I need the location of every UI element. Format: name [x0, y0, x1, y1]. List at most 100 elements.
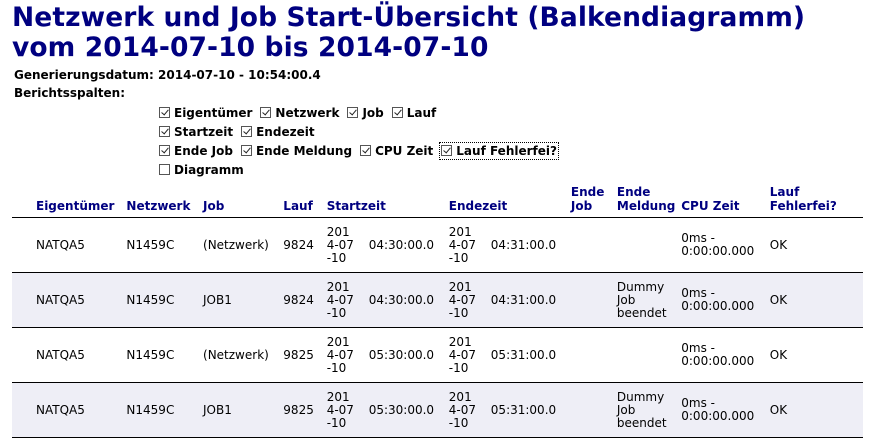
column-option-owner[interactable]: Eigentümer — [159, 106, 252, 120]
table-row: NATQA5 N1459C JOB1 9825 2014-07-10 05:30:… — [12, 382, 863, 438]
cell-end-job — [564, 272, 611, 328]
cell-end-time: 2014-07-10 05:31:00.0 — [442, 327, 565, 383]
column-option-cpu-time[interactable]: CPU Zeit — [360, 144, 433, 158]
checkbox-network[interactable] — [260, 107, 272, 118]
column-option-end-job[interactable]: Ende Job — [159, 144, 233, 158]
cell-job: JOB1 — [197, 272, 278, 328]
table-header-row: Eigentümer Netzwerk Job Lauf Startzeit E… — [12, 183, 863, 218]
column-option-end-time[interactable]: Endezeit — [241, 124, 315, 139]
table-row: NATQA5 N1459C (Netzwerk) 9825 2014-07-10… — [12, 327, 863, 383]
column-option-run-error-free[interactable]: Lauf Fehlerfei? — [439, 141, 559, 160]
cell-job: (Netzwerk) — [197, 217, 278, 273]
column-option-label: Ende Meldung — [255, 143, 353, 158]
start-clock: 05:30:00.0 — [368, 402, 435, 417]
header-run[interactable]: Lauf — [277, 183, 321, 218]
end-message-text: Dummy Job beendet — [616, 389, 667, 430]
cell-end-message: Dummy Job beendet — [610, 272, 676, 328]
cell-run: 9824 — [277, 217, 321, 273]
column-option-end-message[interactable]: Ende Meldung — [240, 143, 353, 158]
cell-end-message: Dummy Job beendet — [610, 382, 676, 438]
cell-end-message — [610, 327, 676, 383]
cell-owner: NATQA5 — [12, 382, 121, 438]
header-end-message-label: Ende Meldung — [616, 185, 676, 213]
checkbox-cpu-time[interactable] — [360, 145, 372, 156]
column-option-run[interactable]: Lauf — [391, 105, 437, 120]
cell-run: 9825 — [277, 382, 321, 438]
start-date: 2014-07-10 — [326, 279, 354, 320]
cell-owner: NATQA5 — [12, 272, 121, 328]
column-option-label: Endezeit — [256, 124, 315, 139]
column-option-diagram[interactable]: Diagramm — [159, 163, 244, 177]
cell-end-time: 2014-07-10 04:31:00.0 — [442, 217, 565, 273]
cell-job: (Netzwerk) — [197, 327, 278, 383]
generation-date: Generierungsdatum: 2014-07-10 - 10:54:00… — [14, 68, 321, 83]
checkbox-owner[interactable] — [159, 107, 170, 118]
cell-owner: NATQA5 — [12, 327, 121, 383]
checkbox-diagram[interactable] — [159, 164, 170, 175]
table-row: NATQA5 N1459C JOB1 9824 2014-07-10 04:30:… — [12, 272, 863, 328]
column-option-label: Diagramm — [174, 162, 244, 177]
header-network[interactable]: Netzwerk — [120, 183, 198, 218]
header-run-error-free[interactable]: Lauf Fehlerfei? — [763, 183, 863, 218]
header-end-message[interactable]: Ende Meldung — [610, 183, 676, 218]
checkbox-run-error-free[interactable] — [441, 145, 453, 156]
cell-network: N1459C — [120, 382, 198, 438]
job-start-table: Eigentümer Netzwerk Job Lauf Startzeit E… — [12, 183, 863, 438]
column-option-label: Startzeit — [174, 124, 234, 139]
header-owner[interactable]: Eigentümer — [12, 183, 121, 218]
column-option-label: CPU Zeit — [375, 143, 434, 158]
end-clock: 04:31:00.0 — [490, 237, 557, 252]
header-end-job-label: Ende Job — [570, 185, 605, 213]
table-row: NATQA5 N1459C (Netzwerk) 9824 2014-07-10… — [12, 217, 863, 273]
end-date: 2014-07-10 — [448, 334, 477, 375]
page-title: Netzwerk und Job Start-Übersicht (Balken… — [12, 2, 806, 63]
end-clock: 04:31:00.0 — [490, 292, 557, 307]
generation-date-value: 2014-07-10 - 10:54:00.4 — [158, 68, 321, 82]
header-end-time[interactable]: Endezeit — [442, 183, 565, 218]
column-option-job[interactable]: Job — [347, 105, 384, 120]
start-clock: 04:30:00.0 — [368, 237, 435, 252]
column-option-label: Ende Job — [174, 143, 233, 158]
cell-end-job — [564, 327, 611, 383]
column-option-label: Netzwerk — [275, 105, 340, 120]
cell-network: N1459C — [120, 217, 198, 273]
column-option-network[interactable]: Netzwerk — [260, 106, 339, 120]
cell-run-error-free: OK — [763, 217, 863, 273]
cell-start-time: 2014-07-10 05:30:00.0 — [320, 382, 443, 438]
column-option-start-time[interactable]: Startzeit — [159, 125, 233, 139]
column-option-label: Lauf — [406, 105, 437, 120]
start-date: 2014-07-10 — [326, 389, 354, 430]
start-date: 2014-07-10 — [326, 224, 354, 265]
cell-end-job — [564, 382, 611, 438]
header-end-job[interactable]: Ende Job — [564, 183, 611, 218]
cell-start-time: 2014-07-10 04:30:00.0 — [320, 272, 443, 328]
column-option-label: Eigentümer — [174, 105, 253, 120]
end-date: 2014-07-10 — [448, 389, 477, 430]
cell-network: N1459C — [120, 327, 198, 383]
checkbox-job[interactable] — [347, 107, 359, 118]
column-option-label: Lauf Fehlerfei? — [456, 143, 557, 158]
cell-end-message — [610, 217, 676, 273]
generation-date-label: Generierungsdatum: — [14, 68, 154, 82]
header-start-time[interactable]: Startzeit — [320, 183, 443, 218]
checkbox-start-time[interactable] — [159, 126, 170, 137]
header-job[interactable]: Job — [197, 183, 278, 218]
checkbox-run[interactable] — [391, 107, 403, 118]
column-option-label: Job — [362, 105, 384, 120]
column-selector: Eigentümer Netzwerk Job Lauf Startzeit E… — [159, 103, 565, 179]
checkbox-end-time[interactable] — [241, 126, 253, 137]
cell-run-error-free: OK — [763, 272, 863, 328]
cell-start-time: 2014-07-10 05:30:00.0 — [320, 327, 443, 383]
end-clock: 05:31:00.0 — [490, 347, 557, 362]
cell-cpu-time: 0ms - 0:00:00.000 — [675, 327, 764, 383]
cell-run-error-free: OK — [763, 382, 863, 438]
checkbox-end-message[interactable] — [240, 145, 252, 156]
header-cpu-time[interactable]: CPU Zeit — [675, 183, 764, 218]
header-run-error-free-label: Lauf Fehlerfei? — [769, 185, 837, 213]
cell-owner: NATQA5 — [12, 217, 121, 273]
cell-run: 9824 — [277, 272, 321, 328]
cell-run: 9825 — [277, 327, 321, 383]
checkbox-end-job[interactable] — [159, 145, 170, 156]
end-clock: 05:31:00.0 — [490, 402, 557, 417]
cell-start-time: 2014-07-10 04:30:00.0 — [320, 217, 443, 273]
